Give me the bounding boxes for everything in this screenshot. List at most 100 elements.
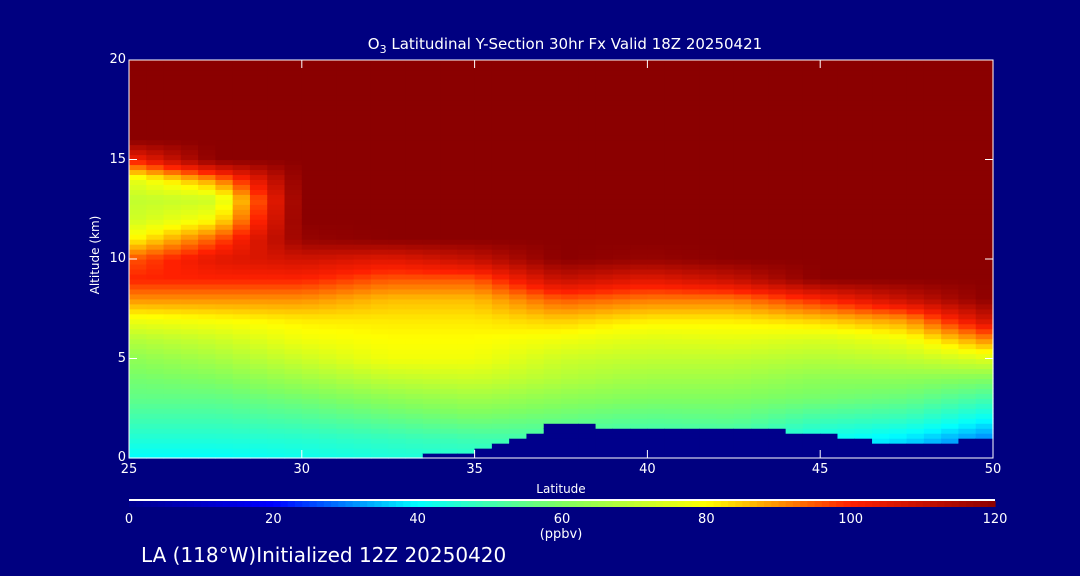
heatmap-cell bbox=[180, 84, 199, 91]
heatmap-cell bbox=[129, 74, 147, 81]
heatmap-cell bbox=[146, 448, 165, 454]
heatmap-cell bbox=[215, 423, 234, 429]
heatmap-cell bbox=[422, 154, 441, 161]
heatmap-cell bbox=[630, 119, 648, 126]
heatmap-cell bbox=[681, 174, 700, 180]
heatmap-cell bbox=[854, 239, 873, 245]
heatmap-cell bbox=[319, 403, 337, 409]
heatmap-cell bbox=[854, 338, 873, 345]
heatmap-cell bbox=[198, 134, 216, 141]
heatmap-cell bbox=[543, 418, 562, 424]
heatmap-cell bbox=[923, 263, 942, 270]
colorbar-segment bbox=[771, 501, 780, 507]
heatmap-cell bbox=[198, 104, 216, 111]
heatmap-cell bbox=[733, 338, 752, 345]
heatmap-cell bbox=[491, 114, 510, 121]
heatmap-cell bbox=[319, 94, 337, 101]
heatmap-cell bbox=[405, 89, 424, 96]
heatmap-cell bbox=[509, 134, 528, 141]
heatmap-cell bbox=[284, 333, 303, 340]
heatmap-cell bbox=[474, 348, 493, 355]
heatmap-cell bbox=[232, 159, 251, 166]
heatmap-cell bbox=[526, 154, 545, 161]
heatmap-cell bbox=[526, 149, 545, 156]
heatmap-cell bbox=[785, 288, 804, 295]
heatmap-cell bbox=[301, 259, 320, 265]
heatmap-cell bbox=[405, 209, 424, 215]
heatmap-cell bbox=[370, 234, 389, 240]
heatmap-cell bbox=[612, 189, 631, 195]
heatmap-cell bbox=[284, 104, 303, 111]
heatmap-cell bbox=[837, 308, 856, 315]
heatmap-cell bbox=[716, 114, 735, 121]
heatmap-cell bbox=[958, 224, 977, 230]
heatmap-cell bbox=[129, 224, 147, 230]
heatmap-cell bbox=[716, 94, 735, 101]
heatmap-cell bbox=[958, 398, 977, 404]
heatmap-cell bbox=[699, 119, 718, 126]
heatmap-cell bbox=[129, 104, 147, 111]
heatmap-cell bbox=[215, 219, 234, 225]
heatmap-cell bbox=[872, 229, 890, 235]
heatmap-cell bbox=[526, 204, 545, 210]
heatmap-cell bbox=[941, 443, 960, 449]
heatmap-cell bbox=[163, 373, 182, 379]
heatmap-cell bbox=[284, 259, 303, 265]
heatmap-cell bbox=[249, 308, 268, 315]
heatmap-cell bbox=[440, 303, 458, 310]
heatmap-cell bbox=[198, 323, 216, 330]
heatmap-cell bbox=[319, 199, 337, 205]
heatmap-cell bbox=[872, 149, 890, 156]
heatmap-cell bbox=[353, 209, 372, 215]
heatmap-cell bbox=[802, 273, 821, 280]
heatmap-cell bbox=[595, 174, 614, 180]
heatmap-cell bbox=[595, 428, 614, 434]
heatmap-cell bbox=[163, 169, 182, 176]
heatmap-cell bbox=[733, 318, 752, 325]
y-tick-label: 10 bbox=[109, 251, 126, 266]
heatmap-cell bbox=[958, 84, 977, 91]
heatmap-cell bbox=[440, 268, 458, 275]
heatmap-cell bbox=[440, 443, 458, 449]
colorbar-segment bbox=[352, 501, 361, 507]
heatmap-cell bbox=[215, 303, 234, 310]
heatmap-cell bbox=[249, 154, 268, 161]
heatmap-cell bbox=[820, 94, 839, 101]
heatmap-cell bbox=[561, 214, 579, 220]
heatmap-cell bbox=[422, 368, 441, 375]
heatmap-cell bbox=[543, 74, 562, 81]
heatmap-cell bbox=[267, 94, 286, 101]
heatmap-cell bbox=[422, 418, 441, 424]
heatmap-cell bbox=[440, 99, 458, 106]
heatmap-cell bbox=[733, 139, 752, 146]
heatmap-cell bbox=[664, 64, 683, 71]
heatmap-cell bbox=[440, 358, 458, 365]
heatmap-cell bbox=[802, 448, 821, 454]
heatmap-cell bbox=[405, 268, 424, 275]
heatmap-cell bbox=[353, 179, 372, 185]
heatmap-cell bbox=[146, 443, 165, 449]
heatmap-cell bbox=[319, 378, 337, 384]
heatmap-cell bbox=[923, 318, 942, 325]
heatmap-cell bbox=[664, 134, 683, 141]
heatmap-cell bbox=[440, 398, 458, 404]
heatmap-cell bbox=[889, 119, 908, 126]
heatmap-cell bbox=[578, 278, 597, 285]
heatmap-cell bbox=[733, 174, 752, 180]
heatmap-cell bbox=[388, 169, 407, 176]
heatmap-cell bbox=[958, 403, 977, 409]
heatmap-cell bbox=[249, 74, 268, 81]
heatmap-cell bbox=[146, 139, 165, 146]
heatmap-cell bbox=[595, 199, 614, 205]
heatmap-cell bbox=[647, 69, 666, 76]
heatmap-cell bbox=[336, 89, 355, 96]
heatmap-cell bbox=[785, 84, 804, 91]
heatmap-cell bbox=[301, 194, 320, 200]
heatmap-cell bbox=[751, 64, 769, 71]
heatmap-cell bbox=[474, 358, 493, 365]
heatmap-cell bbox=[163, 273, 182, 280]
heatmap-cell bbox=[284, 144, 303, 151]
y-tick-label: 0 bbox=[117, 450, 126, 465]
heatmap-cell bbox=[526, 129, 545, 136]
heatmap-cell bbox=[733, 214, 752, 220]
